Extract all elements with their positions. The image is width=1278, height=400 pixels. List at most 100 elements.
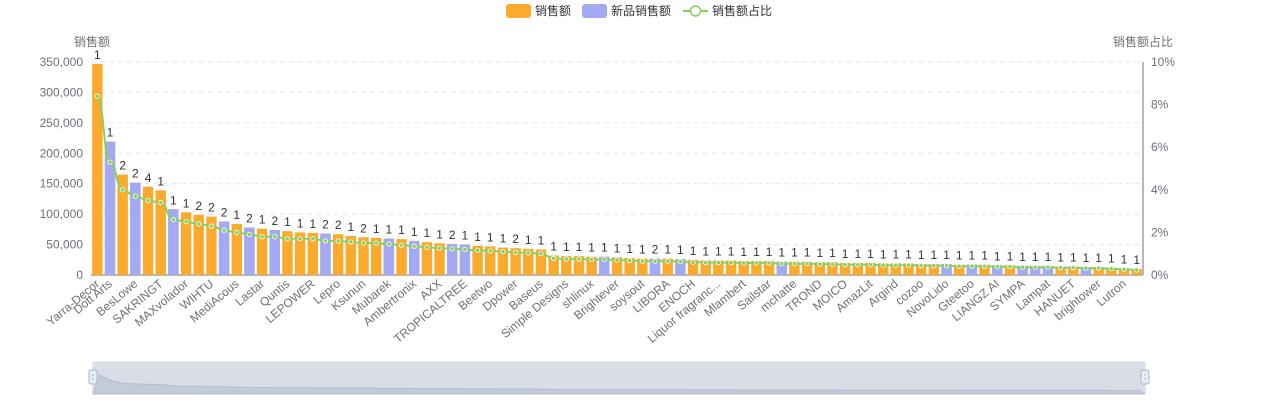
share-point[interactable] xyxy=(335,238,341,244)
share-point[interactable] xyxy=(563,256,569,262)
bar-sales[interactable] xyxy=(586,256,597,275)
bar-new-sales[interactable] xyxy=(599,256,610,275)
share-point[interactable] xyxy=(690,259,696,265)
bar-sales[interactable] xyxy=(497,247,509,275)
bar-sales[interactable] xyxy=(155,190,166,275)
bar-sales[interactable] xyxy=(231,223,242,275)
share-point[interactable] xyxy=(639,258,645,264)
legend-sales-label[interactable]: 销售额 xyxy=(535,3,571,18)
bar-new-sales[interactable] xyxy=(966,264,978,275)
legend-sales-swatch[interactable] xyxy=(506,4,531,18)
bar-sales[interactable] xyxy=(117,174,128,275)
bar-new-sales[interactable] xyxy=(1030,265,1041,275)
bar-sales[interactable] xyxy=(180,212,192,275)
bar-sales[interactable] xyxy=(1004,265,1016,275)
bar-new-sales[interactable] xyxy=(130,182,141,275)
share-point[interactable] xyxy=(196,221,202,227)
share-point[interactable] xyxy=(1007,264,1013,270)
share-point[interactable] xyxy=(1045,264,1051,270)
bar-sales[interactable] xyxy=(472,245,483,275)
bar-sales[interactable] xyxy=(523,248,534,275)
share-point[interactable] xyxy=(842,262,848,268)
share-point[interactable] xyxy=(386,241,392,247)
bar-sales[interactable] xyxy=(738,261,749,275)
share-point[interactable] xyxy=(994,264,1000,270)
bar-sales[interactable] xyxy=(396,239,407,275)
bar-sales[interactable] xyxy=(510,248,521,275)
bar-sales[interactable] xyxy=(751,261,762,275)
bar-sales[interactable] xyxy=(1055,266,1066,275)
bar-sales[interactable] xyxy=(700,260,711,275)
share-point[interactable] xyxy=(905,262,912,268)
share-point[interactable] xyxy=(234,229,240,235)
bar-sales[interactable] xyxy=(256,228,268,275)
share-point[interactable] xyxy=(589,256,595,263)
share-point[interactable] xyxy=(398,242,405,248)
share-point[interactable] xyxy=(677,258,683,265)
share-point[interactable] xyxy=(576,256,582,262)
bar-sales[interactable] xyxy=(687,259,699,275)
share-point[interactable] xyxy=(221,227,227,233)
share-point[interactable] xyxy=(551,255,557,261)
share-point[interactable] xyxy=(741,260,747,266)
bar-sales[interactable] xyxy=(954,264,965,275)
share-point[interactable] xyxy=(525,250,531,256)
share-point[interactable] xyxy=(817,261,823,267)
bar-new-sales[interactable] xyxy=(675,259,686,275)
legend-new-sales-label[interactable]: 新品销售额 xyxy=(611,3,671,18)
bar-sales[interactable] xyxy=(193,214,204,275)
share-point[interactable] xyxy=(246,231,253,238)
share-point[interactable] xyxy=(360,240,367,246)
share-point[interactable] xyxy=(297,236,303,242)
share-point[interactable] xyxy=(969,263,975,269)
bar-sales[interactable] xyxy=(282,231,293,275)
bar-sales[interactable] xyxy=(1068,266,1079,275)
bar-sales[interactable] xyxy=(979,264,990,275)
share-point[interactable] xyxy=(1032,264,1038,270)
share-point[interactable] xyxy=(411,243,417,249)
bar-sales[interactable] xyxy=(624,257,635,275)
share-point[interactable] xyxy=(893,262,899,268)
bar-sales[interactable] xyxy=(903,263,914,275)
share-point[interactable] xyxy=(272,234,278,240)
bar-sales[interactable] xyxy=(865,262,876,275)
share-point[interactable] xyxy=(652,258,658,264)
share-point[interactable] xyxy=(170,217,176,223)
data-zoom-left-handle[interactable] xyxy=(88,369,98,385)
bar-sales[interactable] xyxy=(915,264,927,275)
bar-sales[interactable] xyxy=(877,263,889,275)
share-point[interactable] xyxy=(436,245,443,251)
share-point[interactable] xyxy=(348,239,354,245)
share-point[interactable] xyxy=(1134,267,1140,273)
share-point[interactable] xyxy=(753,260,760,266)
bar-new-sales[interactable] xyxy=(992,265,1003,275)
share-point[interactable] xyxy=(158,199,164,206)
share-point[interactable] xyxy=(715,260,721,266)
bar-new-sales[interactable] xyxy=(104,141,116,275)
share-point[interactable] xyxy=(373,240,379,246)
bar-new-sales[interactable] xyxy=(1080,267,1092,275)
share-point[interactable] xyxy=(259,234,265,240)
bar-new-sales[interactable] xyxy=(459,244,471,275)
bar-sales[interactable] xyxy=(358,237,369,275)
share-point[interactable] xyxy=(1070,265,1076,271)
bar-sales[interactable] xyxy=(1093,267,1104,275)
bar-sales[interactable] xyxy=(142,186,154,275)
bar-sales[interactable] xyxy=(294,232,306,275)
share-point[interactable] xyxy=(1019,264,1026,270)
bar-new-sales[interactable] xyxy=(244,227,255,275)
share-point[interactable] xyxy=(804,261,810,267)
bar-new-sales[interactable] xyxy=(409,240,420,275)
share-point[interactable] xyxy=(931,263,937,269)
share-point[interactable] xyxy=(791,261,798,267)
bar-sales[interactable] xyxy=(573,256,585,275)
bar-sales[interactable] xyxy=(92,63,103,275)
share-point[interactable] xyxy=(855,262,861,268)
share-point[interactable] xyxy=(322,238,329,244)
bar-sales[interactable] xyxy=(307,233,319,275)
bar-sales[interactable] xyxy=(206,216,217,275)
share-point[interactable] xyxy=(94,93,100,99)
share-point[interactable] xyxy=(449,246,455,252)
bar-sales[interactable] xyxy=(928,264,940,275)
share-point[interactable] xyxy=(601,256,607,263)
